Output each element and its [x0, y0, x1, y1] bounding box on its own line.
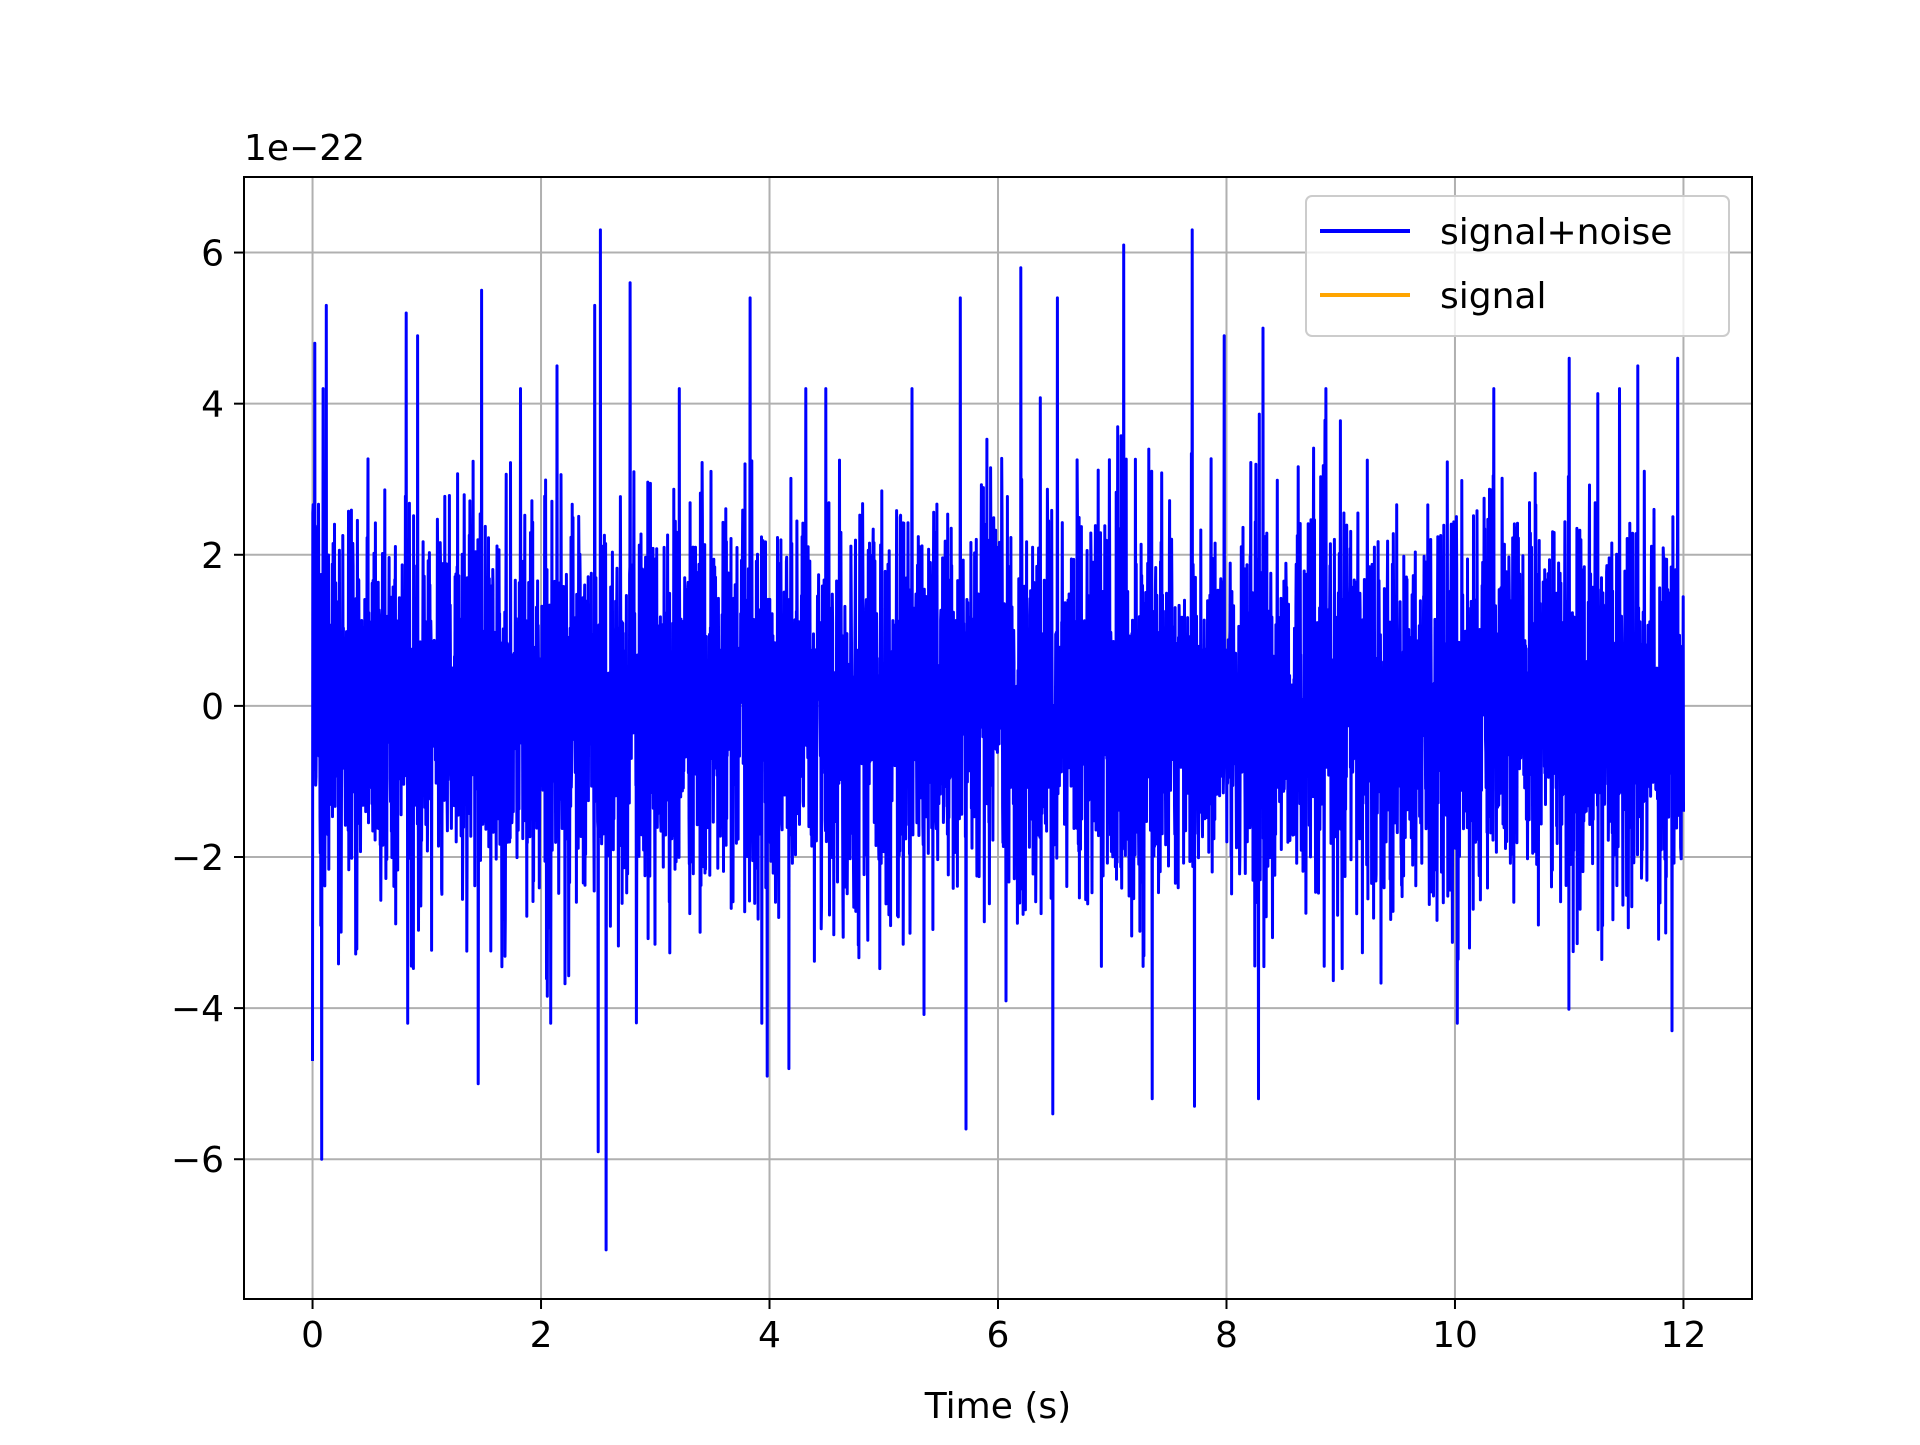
ticks: 0 2 4 6 8 10 12 −6 −4 −2 0 2 4 6	[171, 234, 1706, 1356]
x-tick-label: 10	[1432, 1315, 1478, 1356]
legend-label-signal: signal	[1440, 276, 1547, 317]
y-tick-label: 4	[201, 385, 224, 426]
x-tick-label: 12	[1661, 1315, 1707, 1356]
legend-frame	[1305, 195, 1730, 337]
y-tick-label: −4	[171, 989, 224, 1030]
x-tick-label: 4	[758, 1315, 781, 1356]
offset-label: 1e−22	[244, 128, 365, 169]
y-tick-label: −6	[171, 1140, 224, 1181]
series-layer	[311, 228, 1685, 1252]
y-tick-label: 2	[201, 536, 224, 577]
x-tick-label: 0	[301, 1315, 324, 1356]
x-axis-label: Time (s)	[924, 1386, 1071, 1427]
x-tick-label: 6	[987, 1315, 1010, 1356]
y-tick-label: −2	[171, 838, 224, 879]
x-tick-label: 2	[530, 1315, 553, 1356]
y-tick-label: 0	[201, 687, 224, 728]
x-tick-label: 8	[1215, 1315, 1238, 1356]
series-line-signal-noise	[311, 228, 1685, 1252]
y-tick-label: 6	[201, 234, 224, 275]
legend: signal+noise signal	[1305, 195, 1730, 337]
legend-label-signal-noise: signal+noise	[1440, 212, 1672, 253]
